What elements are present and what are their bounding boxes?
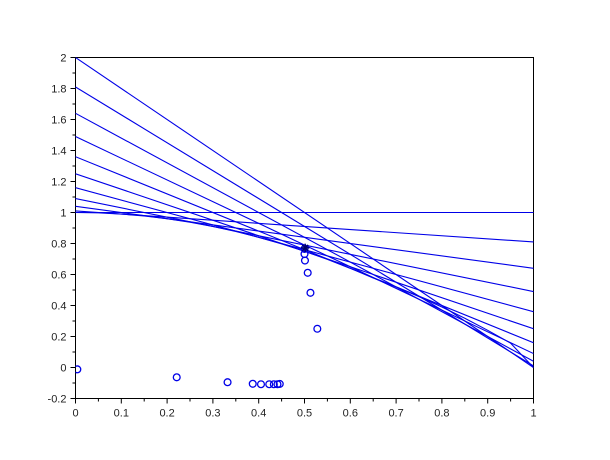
- x-tick-label: 0.5: [297, 408, 312, 420]
- data-point-circle: [269, 380, 278, 389]
- x-tick-label: 0.6: [343, 408, 358, 420]
- x-tick-label: 0.3: [205, 408, 220, 420]
- y-tick-label: 1.4: [51, 146, 66, 158]
- line-series-group: [75, 57, 534, 368]
- y-tick-label: 0.4: [51, 301, 66, 313]
- y-tick-label: 0.6: [51, 270, 66, 282]
- y-tick-label: 0.2: [51, 332, 66, 344]
- tangent-line-a-0.9: [75, 86, 534, 367]
- data-point-circle: [303, 268, 312, 277]
- x-tick-label: 0.1: [114, 408, 129, 420]
- y-tick-label: 1.2: [51, 177, 66, 189]
- data-point-circle: [275, 379, 284, 388]
- y-tick-label: 2: [60, 53, 66, 65]
- y-axis: -0.2 0 0.2 0.4 0.6 0.8 1 1.2 1.4 1.6 1.8 2: [48, 53, 76, 406]
- data-point-circle: [313, 324, 322, 333]
- y-tick-label: 1.8: [51, 84, 66, 96]
- y-tick-label: 0.8: [51, 239, 66, 251]
- data-point-circle: [306, 288, 315, 297]
- y-tick-label: 1: [60, 208, 66, 220]
- x-tick-label: 0.9: [480, 408, 495, 420]
- star-marker-stroke: [301, 244, 309, 252]
- y-tick-label: 1.6: [51, 115, 66, 127]
- x-tick-label: 0.8: [434, 408, 449, 420]
- data-point-circle: [172, 373, 181, 382]
- x-tick-label: 1: [530, 408, 536, 420]
- data-point-circle: [256, 380, 266, 389]
- x-tick-label: 0.7: [388, 408, 403, 420]
- x-tick-label: 0: [72, 408, 78, 420]
- y-tick-label: 0: [60, 363, 66, 375]
- x-tick-label: 0.4: [251, 408, 266, 420]
- x-axis: 0 0.1 0.2 0.3 0.4 0.5 0.6 0.7 0.8 0.9 1: [72, 398, 537, 420]
- data-point-circle: [75, 365, 82, 374]
- data-point-circle: [265, 380, 274, 389]
- data-point-circle: [223, 378, 232, 387]
- limit-parabola: [75, 211, 534, 368]
- star-marker: [300, 243, 310, 253]
- x-tick-label: 0.2: [159, 408, 174, 420]
- data-point-circle: [300, 256, 310, 265]
- data-point-circle: [248, 379, 257, 388]
- plot-frame: [75, 57, 534, 399]
- y-tick-label: -0.2: [48, 394, 67, 406]
- tangent-line-a-1.0: [75, 57, 534, 368]
- scatter-points-group: [75, 244, 322, 389]
